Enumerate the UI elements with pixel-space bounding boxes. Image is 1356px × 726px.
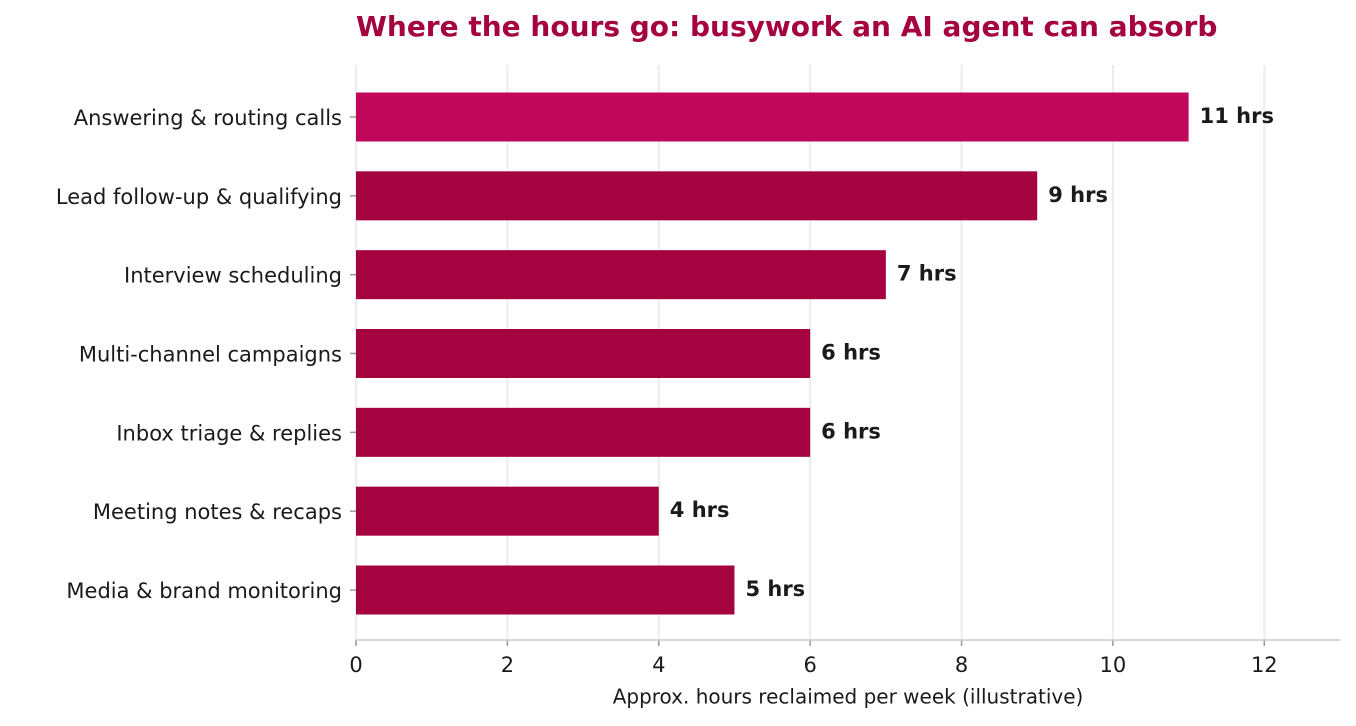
x-axis-label: Approx. hours reclaimed per week (illust… bbox=[613, 685, 1084, 709]
value-label: 6 hrs bbox=[821, 419, 881, 443]
bar bbox=[356, 92, 1189, 142]
x-tick-label: 10 bbox=[1100, 653, 1127, 677]
value-label: 6 hrs bbox=[821, 341, 881, 365]
x-tick-label: 8 bbox=[955, 653, 968, 677]
y-tick-label: Interview scheduling bbox=[124, 264, 342, 288]
y-tick-label: Answering & routing calls bbox=[74, 106, 342, 130]
x-tick-label: 2 bbox=[501, 653, 514, 677]
x-tick-label: 12 bbox=[1251, 653, 1278, 677]
value-label: 9 hrs bbox=[1048, 183, 1108, 207]
y-tick-label: Multi-channel campaigns bbox=[79, 343, 342, 367]
y-tick-label: Inbox triage & replies bbox=[116, 421, 342, 445]
bar bbox=[356, 171, 1038, 221]
x-tick-label: 6 bbox=[803, 653, 816, 677]
bar bbox=[356, 486, 659, 536]
bar bbox=[356, 329, 811, 378]
y-tick-label: Lead follow-up & qualifying bbox=[56, 185, 342, 209]
y-tick-label: Media & brand monitoring bbox=[66, 579, 342, 603]
chart-title: Where the hours go: busywork an AI agent… bbox=[356, 10, 1217, 43]
bar bbox=[356, 407, 811, 457]
value-label: 5 hrs bbox=[745, 577, 805, 601]
bar bbox=[356, 565, 735, 615]
y-tick-label: Meeting notes & recaps bbox=[93, 500, 342, 524]
value-label: 11 hrs bbox=[1200, 104, 1274, 128]
x-tick-label: 4 bbox=[652, 653, 665, 677]
bar bbox=[356, 250, 886, 300]
value-label: 7 hrs bbox=[897, 262, 957, 286]
x-tick-label: 0 bbox=[349, 653, 362, 677]
value-label: 4 hrs bbox=[670, 498, 730, 522]
